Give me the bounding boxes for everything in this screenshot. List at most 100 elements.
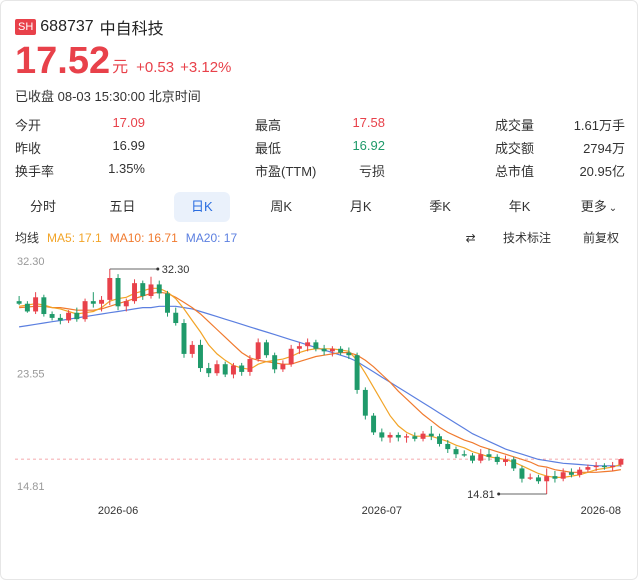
candle-body xyxy=(57,317,63,321)
candle-body xyxy=(618,459,624,465)
candle-body xyxy=(535,477,541,482)
ma5-line xyxy=(19,287,622,478)
candle-body xyxy=(511,459,517,469)
candle-body xyxy=(461,454,467,456)
ma20-label: MA20: 17 xyxy=(185,230,238,245)
chart-options: ⇄ 技术标注 前复权 xyxy=(434,229,627,246)
y-tick-label: 14.81 xyxy=(17,481,45,493)
price-change: +0.53 xyxy=(136,59,175,76)
chevron-down-icon: ⌄ xyxy=(608,203,618,214)
stat-value: 17.58 xyxy=(352,115,385,130)
tab-monthly-k[interactable]: 月K xyxy=(349,199,372,214)
stats-row: 今开 17.09 最高 17.58 成交量 1.61万手 xyxy=(15,113,625,136)
candle-body xyxy=(552,476,558,479)
price-change-percent: +3.12% xyxy=(180,59,232,76)
candle-body xyxy=(437,436,442,444)
stat-turnover-amount: 成交额 2794万 xyxy=(495,138,625,157)
candle-body xyxy=(420,433,426,439)
stat-pe-ttm: 市盈(TTM) 亏损 xyxy=(255,161,385,180)
candle-body xyxy=(90,301,96,304)
y-tick-label: 23.55 xyxy=(17,369,45,381)
tab-yearly-k[interactable]: 年K xyxy=(508,199,531,214)
candle-body xyxy=(329,348,335,352)
stat-value: 16.92 xyxy=(352,138,385,153)
candle-body xyxy=(33,297,39,312)
candle-body xyxy=(296,346,302,349)
ma5-label: MA5: 17.1 xyxy=(47,230,102,245)
candle-body xyxy=(214,364,220,374)
candle-body xyxy=(280,364,286,370)
candle-body xyxy=(428,433,434,437)
ma-legend: 均线 MA5: 17.1 MA10: 16.71 MA20: 17 ⇄ 技术标注… xyxy=(15,229,627,246)
stat-value: 2794万 xyxy=(583,141,625,156)
candle-body xyxy=(568,472,574,475)
candle-body xyxy=(601,465,607,468)
tab-intraday[interactable]: 分时 xyxy=(29,199,56,214)
price-adjust-toggle[interactable]: 前复权 xyxy=(582,231,619,245)
stat-value: 亏损 xyxy=(358,164,385,179)
kline-chart[interactable]: 32.30 23.55 14.81 2026-06 2026-07 2026-08 32.3… xyxy=(1,251,638,531)
y-tick-label: 32.30 xyxy=(17,256,45,268)
technical-marks-toggle[interactable]: ⇄ 技术标注 xyxy=(450,229,559,246)
candle-body xyxy=(66,312,72,321)
tab-quarterly-k[interactable]: 季K xyxy=(429,199,451,214)
candle-body xyxy=(577,469,583,475)
candle-body xyxy=(16,301,22,304)
candle-body xyxy=(272,355,278,370)
candle-body xyxy=(148,284,154,297)
candle-body xyxy=(313,342,319,349)
candle-body xyxy=(41,297,47,315)
candle-body xyxy=(288,348,294,365)
stock-code: 688737 xyxy=(40,18,94,35)
market-status: 已收盘 08-03 15:30:00 北京时间 xyxy=(15,89,201,104)
candle-body xyxy=(470,455,475,461)
price-unit: 元 xyxy=(112,59,129,76)
candle-body xyxy=(140,283,146,297)
candle-body xyxy=(206,368,212,374)
stock-header: SH 688737 中自科技 xyxy=(15,15,164,39)
stat-high: 最高 17.58 xyxy=(255,115,385,134)
stat-market-cap: 总市值 20.95亿 xyxy=(495,161,625,180)
candle-body xyxy=(123,301,129,307)
stat-label: 成交量 xyxy=(495,118,535,133)
candle-body xyxy=(156,284,162,294)
candle-body xyxy=(321,348,327,352)
stat-turnover-rate: 换手率 1.35% xyxy=(15,161,145,180)
tab-more[interactable]: 更多 ⌄ xyxy=(571,192,627,222)
tab-daily-k[interactable]: 日K xyxy=(173,192,230,222)
stat-value: 1.61万手 xyxy=(573,118,625,133)
candle-body xyxy=(255,342,261,360)
stat-value: 17.09 xyxy=(112,115,145,130)
candle-body xyxy=(494,456,500,462)
ma10-line xyxy=(19,291,621,473)
candle-body xyxy=(371,415,377,433)
stat-label: 成交额 xyxy=(495,141,535,156)
stat-label: 总市值 xyxy=(495,164,535,179)
candle-body xyxy=(610,465,616,468)
current-price: 17.52 xyxy=(15,40,111,82)
stock-name: 中自科技 xyxy=(99,21,164,38)
stat-value: 16.99 xyxy=(112,138,145,153)
candle-body xyxy=(338,348,344,353)
candle-body xyxy=(593,465,599,468)
stats-row: 换手率 1.35% 市盈(TTM) 亏损 总市值 20.95亿 xyxy=(15,159,625,182)
candle-body xyxy=(503,459,508,462)
candle-body xyxy=(453,449,459,455)
stat-label: 昨收 xyxy=(15,141,42,156)
low-annotation-dot xyxy=(497,492,501,496)
x-tick-label: 2026-06 xyxy=(98,505,138,517)
stat-label: 最高 xyxy=(255,118,282,133)
candle-body xyxy=(519,468,525,479)
candle-body xyxy=(107,278,113,300)
stat-low: 最低 16.92 xyxy=(255,138,385,157)
stat-label: 最低 xyxy=(255,141,282,156)
tab-five-day[interactable]: 五日 xyxy=(109,199,136,214)
candle-body xyxy=(173,312,179,324)
candle-body xyxy=(24,303,30,312)
tab-weekly-k[interactable]: 周K xyxy=(270,199,293,214)
stat-label: 市盈(TTM) xyxy=(255,164,317,179)
high-annotation-label: 32.30 xyxy=(162,264,190,276)
candle-body xyxy=(181,323,187,354)
candle-body xyxy=(239,365,245,372)
stat-open: 今开 17.09 xyxy=(15,115,145,134)
